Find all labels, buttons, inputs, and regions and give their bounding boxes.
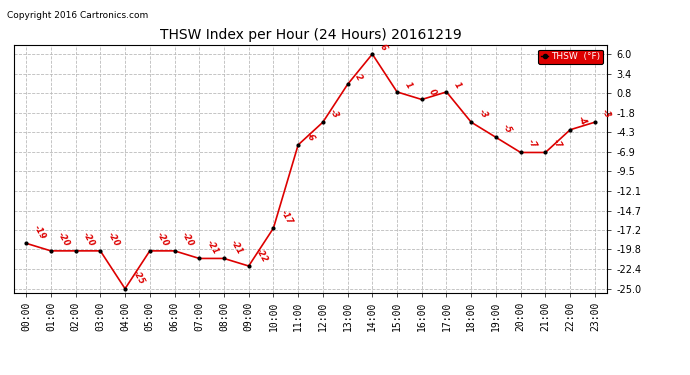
Text: -20: -20: [180, 231, 195, 249]
Text: 0: 0: [427, 88, 438, 98]
Text: -4: -4: [575, 115, 588, 128]
Text: -20: -20: [106, 231, 121, 249]
Text: Copyright 2016 Cartronics.com: Copyright 2016 Cartronics.com: [7, 11, 148, 20]
Title: THSW Index per Hour (24 Hours) 20161219: THSW Index per Hour (24 Hours) 20161219: [159, 28, 462, 42]
Text: -20: -20: [155, 231, 170, 249]
Text: -19: -19: [32, 224, 47, 241]
Text: -21: -21: [205, 238, 220, 256]
Text: 1: 1: [402, 80, 413, 90]
Text: -7: -7: [526, 138, 539, 150]
Text: 2: 2: [353, 73, 364, 82]
Text: -3: -3: [328, 107, 341, 120]
Legend: THSW  (°F): THSW (°F): [538, 50, 602, 64]
Text: 6: 6: [378, 42, 388, 52]
Text: 1: 1: [452, 80, 463, 90]
Text: -17: -17: [279, 208, 295, 226]
Text: -3: -3: [477, 107, 489, 120]
Text: -20: -20: [57, 231, 72, 249]
Text: -6: -6: [304, 130, 316, 143]
Text: -22: -22: [254, 246, 270, 264]
Text: -25: -25: [130, 269, 146, 286]
Text: -3: -3: [600, 107, 613, 120]
Text: -7: -7: [551, 138, 564, 150]
Text: -20: -20: [81, 231, 97, 249]
Text: -21: -21: [230, 238, 245, 256]
Text: -5: -5: [502, 123, 514, 135]
